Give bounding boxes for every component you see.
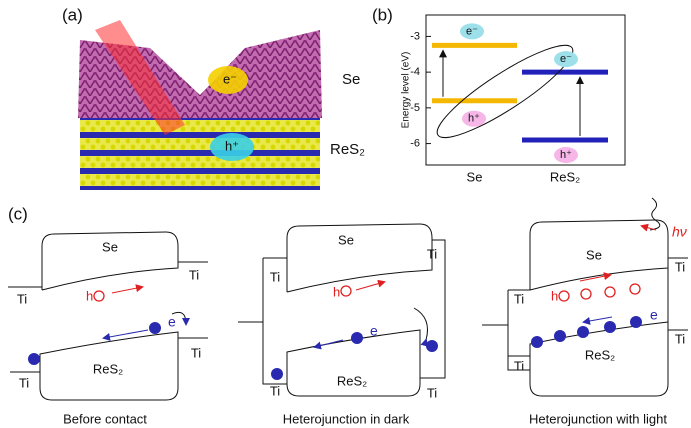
carrier-label: h⁺ <box>468 113 480 125</box>
drift-arrow <box>112 287 142 293</box>
hole-circle <box>630 284 640 294</box>
band-label: Ti <box>427 246 437 261</box>
electron-dot <box>630 316 642 328</box>
hole-label: h <box>333 284 340 299</box>
ti-level <box>238 240 445 384</box>
electron-dot <box>577 326 589 338</box>
drift-arrow <box>315 340 343 347</box>
band-label: Ti <box>514 291 524 306</box>
electron-dot <box>604 321 616 333</box>
carrier-label: h⁺ <box>560 149 572 161</box>
band-label: Ti <box>17 291 27 306</box>
band-label: Se <box>338 232 354 247</box>
hole-label: h <box>551 288 558 303</box>
band-label: Ti <box>270 383 280 398</box>
band-diagram: Se Ti Ti h ReS₂ Ti Ti e Heterojunction in dark <box>238 224 445 426</box>
electron-dot <box>28 353 40 365</box>
figure: (a) e⁻ h⁺ Se ReS₂ (b) Energy level (eV)-… <box>0 0 691 428</box>
electron-dot <box>351 332 363 344</box>
material-label: Se <box>467 169 483 184</box>
band-label: Ti <box>675 259 685 274</box>
panel-label: (c) <box>8 204 28 223</box>
hole-label: h <box>86 288 93 303</box>
panel-label: (b) <box>372 5 393 24</box>
hole-circle <box>581 289 591 299</box>
y-tick-label: -6 <box>410 137 420 149</box>
se-band <box>287 224 432 292</box>
caption: Before contact <box>63 411 147 426</box>
band-label: Ti <box>19 375 29 390</box>
hole-label: h⁺ <box>225 138 239 153</box>
electron-dot <box>271 368 283 380</box>
band-label: ReS₂ <box>337 373 367 388</box>
electron-label: e <box>370 323 378 339</box>
electron-label: e <box>650 307 658 323</box>
band-label: Se <box>586 247 602 262</box>
res2-structure <box>80 118 320 190</box>
band-label: Ti <box>675 331 685 346</box>
light-label: hν <box>672 224 687 240</box>
band-label: Ti <box>427 385 437 400</box>
layer-label: ReS₂ <box>330 141 365 158</box>
electron-label: e⁻ <box>223 71 237 86</box>
electron-dot <box>531 336 543 348</box>
band-label: Ti <box>514 358 524 373</box>
y-axis-label: Energy level (eV) <box>401 52 412 129</box>
band-label: ReS₂ <box>585 347 615 362</box>
band-diagram: Se Ti Ti Ti Ti h ReS₂ e hν Heterojunction with li… <box>482 198 688 426</box>
caption: Heterojunction with light <box>529 411 667 426</box>
carrier-label: e⁻ <box>466 25 478 37</box>
material-label: ReS₂ <box>550 169 580 184</box>
electron-dot <box>426 340 438 352</box>
electron-dot <box>149 322 161 334</box>
band-label: Se <box>102 239 118 254</box>
electron-label: e <box>168 314 176 330</box>
light-wave <box>650 198 660 230</box>
caption: Heterojunction in dark <box>283 411 410 426</box>
band-label: Ti <box>189 267 199 282</box>
carrier-label: e⁻ <box>560 53 572 65</box>
hole-circle <box>559 291 569 301</box>
hole-circle <box>605 287 615 297</box>
band-label: Ti <box>191 345 201 360</box>
drift-arrow <box>356 282 384 290</box>
y-tick-label: -4 <box>410 66 420 78</box>
drift-arrow <box>584 317 612 322</box>
hole-circle <box>341 286 351 296</box>
hole-circle <box>94 291 104 301</box>
y-tick-label: -3 <box>410 30 420 42</box>
charge-ellipse <box>428 33 582 150</box>
y-tick-label: -5 <box>410 102 420 114</box>
electron-dot <box>554 330 566 342</box>
layer-label: Se <box>342 71 360 88</box>
band-label: ReS₂ <box>93 361 123 376</box>
transfer-arrow <box>414 308 428 340</box>
drift-arrow <box>642 226 656 230</box>
band-label: Ti <box>270 269 280 284</box>
panel-label: (a) <box>62 5 83 24</box>
